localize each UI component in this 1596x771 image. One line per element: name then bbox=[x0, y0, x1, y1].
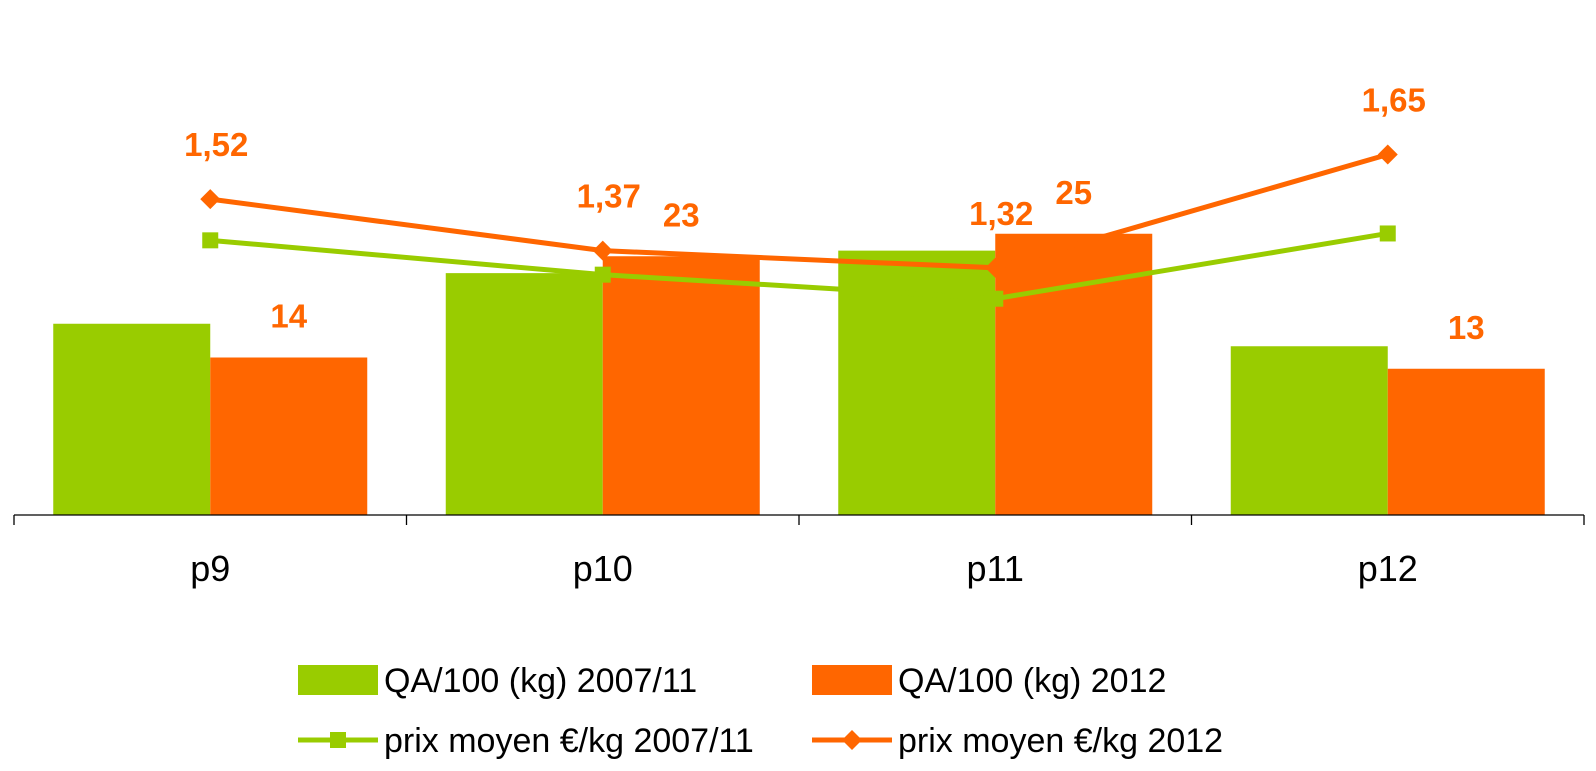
bar-2-p9 bbox=[210, 357, 368, 515]
bar-2-p12 bbox=[1387, 368, 1545, 515]
bar-2-p10 bbox=[602, 256, 760, 515]
legend: QA/100 (kg) 2007/11 QA/100 (kg) 2012 prix … bbox=[298, 662, 1223, 760]
price-value-label-p11: 1,32 bbox=[969, 195, 1033, 232]
price-marker-p9 bbox=[200, 189, 221, 210]
data-labels: 14 23 25 13 1,52 1,37 1,32 1,65 bbox=[184, 82, 1484, 346]
bar-1-p9 bbox=[53, 323, 211, 515]
legend-swatch-marker bbox=[330, 732, 346, 748]
price-marker-p10 bbox=[594, 266, 611, 283]
bars-layer bbox=[53, 233, 1545, 515]
price-marker-p10 bbox=[592, 240, 613, 261]
price-value-label-p12: 1,65 bbox=[1362, 82, 1426, 119]
x-tick-label-p11: p11 bbox=[967, 548, 1024, 589]
price-value-label-p10: 1,37 bbox=[577, 178, 641, 215]
price-line-2 bbox=[209, 152, 1389, 271]
legend-entry-label: prix moyen €/kg 2007/11 bbox=[384, 722, 754, 760]
price-marker-p12 bbox=[1379, 225, 1396, 242]
x-tick-label-p9: p9 bbox=[190, 548, 230, 589]
x-axis: p9 p10 p11 p12 bbox=[13, 514, 1585, 589]
legend-entry-label: prix moyen €/kg 2012 bbox=[898, 722, 1223, 760]
bar-value-label-p9: 14 bbox=[270, 298, 307, 335]
bar-1-p10 bbox=[445, 273, 603, 515]
price-marker-p11 bbox=[987, 290, 1004, 307]
legend-swatch bbox=[298, 665, 378, 695]
bar-value-label-p10: 23 bbox=[663, 196, 700, 233]
price-marker-p9 bbox=[202, 232, 219, 249]
lines-layer bbox=[200, 144, 1398, 307]
price-marker-p12 bbox=[1377, 144, 1398, 165]
price-line-1 bbox=[210, 231, 1389, 302]
x-tick-label-p10: p10 bbox=[573, 548, 633, 589]
bar-1-p12 bbox=[1230, 346, 1388, 515]
bar-2-p11 bbox=[995, 233, 1153, 515]
x-tick-label-p12: p12 bbox=[1358, 548, 1418, 589]
price-marker-p11 bbox=[985, 257, 1006, 278]
legend-entry-label: QA/100 (kg) 2012 bbox=[898, 662, 1166, 700]
legend-swatch-marker bbox=[842, 730, 862, 750]
bar-value-label-p11: 25 bbox=[1055, 174, 1092, 211]
legend-swatch bbox=[812, 665, 892, 695]
legend-entry-label: QA/100 (kg) 2007/11 bbox=[384, 662, 697, 700]
bar-value-label-p12: 13 bbox=[1448, 309, 1485, 346]
price-value-label-p9: 1,52 bbox=[184, 126, 248, 163]
